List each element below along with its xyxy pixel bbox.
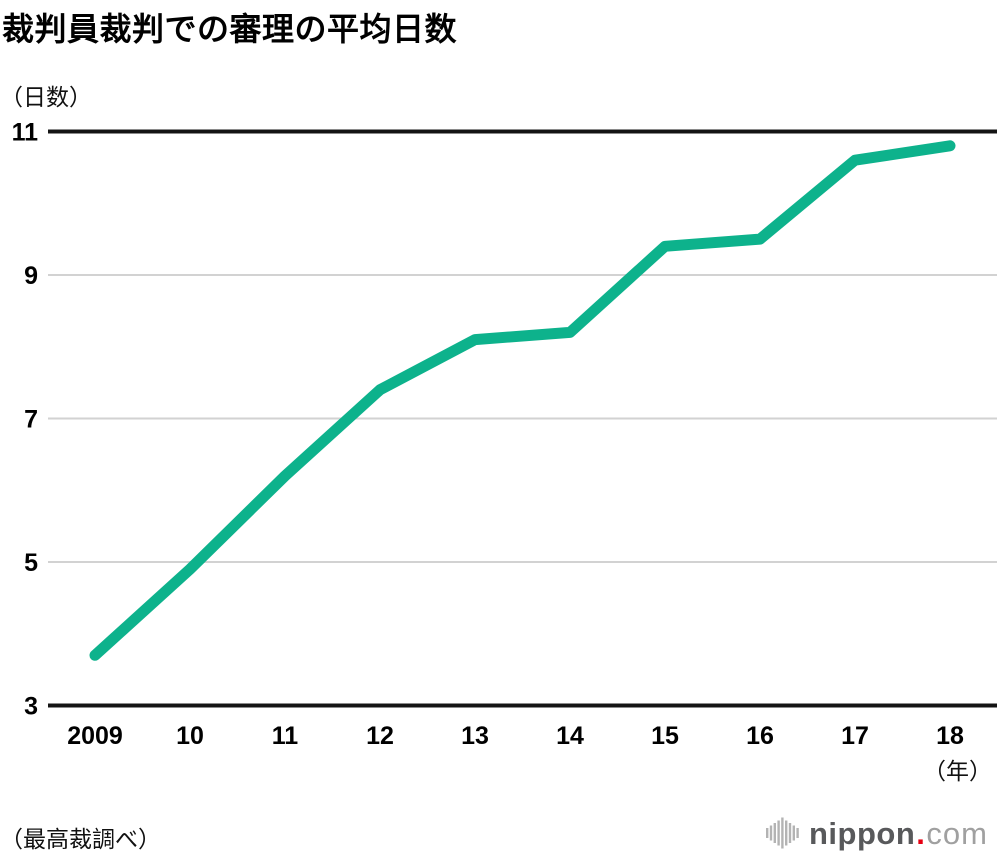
data-line-series (89, 140, 956, 661)
x-tick-label: 11 (272, 722, 299, 750)
nippon-com-logo: nippon.com (766, 813, 988, 853)
x-tick-label: 15 (651, 722, 679, 750)
wordmark-bold-part: nippon (809, 815, 916, 851)
soundwave-bars-icon (766, 817, 799, 849)
y-tick-label: 3 (24, 693, 38, 721)
x-tick-label: 14 (556, 722, 584, 750)
line-chart-plot-area: 3 5 7 9 11 2009 10 11 12 13 14 15 16 17 18 (12, 119, 997, 750)
x-tick-label: 2009 (67, 722, 123, 750)
source-attribution: （最高裁調べ） (0, 826, 161, 852)
x-tick-label: 16 (746, 722, 774, 750)
y-axis-unit-label: （日数） (0, 84, 92, 110)
y-tick-label: 5 (24, 549, 38, 577)
x-tick-label: 12 (366, 722, 394, 750)
x-tick-label: 18 (936, 722, 964, 750)
nippon-com-wordmark: nippon.com (809, 818, 988, 849)
x-tick-label: 17 (841, 722, 869, 750)
y-tick-label: 9 (24, 262, 38, 290)
x-tick-label: 13 (461, 722, 489, 750)
y-tick-label: 11 (12, 119, 39, 147)
wordmark-light-part: com (926, 815, 988, 851)
x-tick-label: 10 (176, 722, 204, 750)
y-tick-label: 7 (24, 406, 38, 434)
x-axis-unit-label: （年） (923, 758, 992, 784)
chart-title: 裁判員裁判での審理の平均日数 (2, 11, 458, 47)
wordmark-dot: . (916, 815, 926, 851)
